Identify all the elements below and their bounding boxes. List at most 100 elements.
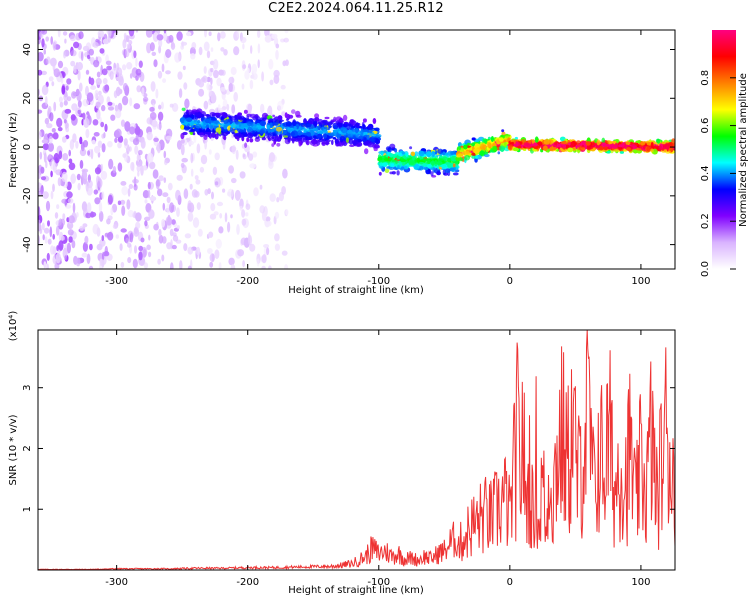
heatmap-noise-cell	[239, 171, 246, 179]
heatmap-noise-cell	[250, 45, 253, 54]
heatmap-noise-cell	[124, 121, 131, 132]
heatmap-noise-cell	[98, 210, 104, 222]
heatmap-noise-cell	[63, 92, 69, 102]
heatmap-signal-cell	[396, 170, 400, 176]
heatmap-noise-cell	[82, 223, 88, 228]
heatmap-signal-cell	[249, 113, 257, 119]
heatmap-noise-cell	[203, 41, 210, 52]
heatmap-noise-cell	[127, 188, 131, 197]
heatmap-noise-cell	[171, 219, 176, 225]
heatmap-noise-cell	[86, 202, 92, 214]
heatmap-signal-cell	[464, 154, 471, 161]
heatmap-noise-cell	[183, 188, 189, 199]
heatmap-noise-cell	[79, 148, 87, 157]
heatmap-signal-cell	[299, 134, 306, 138]
heatmap-noise-cell	[204, 30, 207, 38]
heatmap-noise-cell	[213, 69, 219, 79]
heatmap-signal-cell	[633, 149, 638, 154]
snr-panel: -300 -200 -100 0 100 1 2 3 Height of straight …	[8, 311, 676, 596]
heatmap-noise-cell	[179, 260, 183, 269]
heatmap-noise-cell	[171, 244, 177, 250]
heatmap-noise-cell	[241, 218, 247, 226]
heatmap-signal-cell	[350, 119, 355, 126]
heatmap-noise-cell	[259, 205, 266, 214]
spectrogram-y-tick-label: 40	[22, 43, 33, 56]
heatmap-signal-cell	[322, 133, 328, 139]
heatmap-noise-cell	[62, 31, 68, 36]
heatmap-signal-cell	[342, 114, 348, 121]
heatmap-signal-cell	[315, 139, 321, 146]
heatmap-noise-cell	[158, 175, 164, 182]
snr-y-ticks: 1 2 3	[22, 385, 675, 512]
heatmap-signal-cell	[556, 149, 560, 152]
heatmap-signal-cell	[259, 129, 265, 134]
heatmap-noise-cell	[38, 69, 43, 76]
heatmap-noise-cell	[53, 152, 60, 164]
heatmap-noise-cell	[58, 218, 63, 228]
heatmap-noise-cell	[184, 98, 190, 109]
heatmap-noise-cell	[57, 60, 64, 69]
heatmap-noise-cell	[77, 182, 81, 191]
heatmap-noise-cell	[90, 85, 97, 90]
heatmap-noise-cell	[109, 71, 114, 80]
heatmap-noise-cell	[103, 251, 110, 257]
heatmap-noise-cell	[214, 249, 220, 259]
heatmap-noise-cell	[44, 117, 50, 125]
heatmap-signal-cell	[339, 135, 346, 141]
heatmap-noise-cell	[284, 264, 289, 269]
heatmap-signal-cell	[431, 150, 436, 158]
heatmap-noise-cell	[228, 165, 235, 174]
heatmap-noise-cell	[38, 182, 41, 192]
heatmap-noise-cell	[282, 168, 288, 179]
heatmap-noise-cell	[152, 169, 159, 179]
snr-y-axis-label: SNR (10 * v/v)	[8, 414, 19, 485]
heatmap-signal-cell	[295, 114, 302, 118]
heatmap-noise-cell	[142, 96, 149, 102]
heatmap-noise-cell	[230, 264, 236, 269]
heatmap-signal-cell	[367, 143, 374, 148]
heatmap-noise-cell	[208, 149, 212, 155]
heatmap-noise-cell	[99, 48, 105, 54]
heatmap-signal-cell	[473, 148, 480, 154]
heatmap-signal-cell	[195, 123, 202, 129]
heatmap-noise-cell	[88, 48, 95, 56]
heatmap-noise-cell	[57, 30, 61, 38]
heatmap-noise-cell	[38, 36, 41, 45]
heatmap-signal-cell	[444, 168, 451, 173]
heatmap-noise-cell	[169, 202, 175, 214]
heatmap-noise-cell	[50, 36, 53, 45]
heatmap-noise-cell	[51, 128, 56, 133]
heatmap-signal-cell	[446, 152, 451, 158]
heatmap-noise-cell	[261, 254, 267, 264]
heatmap-noise-cell	[177, 71, 183, 80]
heatmap-signal-cell	[223, 135, 227, 141]
heatmap-signal-cell	[212, 113, 216, 117]
heatmap-noise-cell	[162, 78, 167, 83]
heatmap-noise-cell	[199, 166, 205, 173]
heatmap-noise-cell	[73, 65, 77, 74]
heatmap-noise-cell	[228, 76, 235, 84]
heatmap-noise-cell	[225, 89, 231, 95]
heatmap-noise-cell	[89, 211, 97, 218]
heatmap-signal-cell	[276, 142, 281, 147]
heatmap-noise-cell	[97, 140, 103, 148]
heatmap-noise-cell	[97, 30, 105, 38]
heatmap-signal-cell	[656, 138, 661, 144]
heatmap-noise-cell	[163, 150, 167, 159]
heatmap-noise-cell	[68, 158, 73, 164]
heatmap-signal-cell	[347, 133, 351, 138]
colorbar-tick-label: 0.4	[700, 165, 711, 181]
heatmap-noise-cell	[67, 198, 74, 204]
heatmap-signal-cell	[313, 120, 318, 127]
heatmap-signal-cell	[560, 141, 567, 145]
heatmap-noise-cell	[277, 100, 284, 111]
spectrogram-y-tick-label: 0	[22, 144, 33, 150]
heatmap-noise-cell	[64, 38, 67, 44]
heatmap-signal-cell	[553, 144, 557, 148]
heatmap-noise-cell	[70, 114, 76, 121]
heatmap-noise-cell	[38, 206, 41, 218]
heatmap-noise-cell	[193, 133, 197, 144]
snr-frame	[37, 329, 676, 571]
heatmap-signal-cell	[603, 146, 608, 151]
